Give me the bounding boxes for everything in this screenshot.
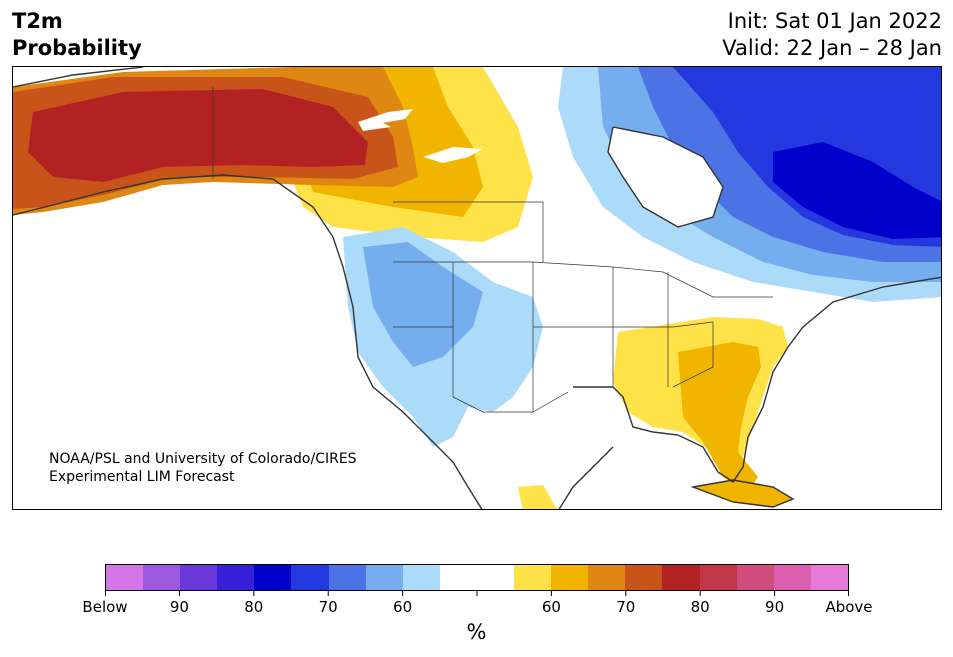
colorbar-cell-11	[514, 565, 552, 590]
hudson-bay	[608, 127, 723, 227]
colorbar-cell-8	[402, 565, 440, 590]
colorbar-cell-15	[662, 565, 700, 590]
colorbar-label-2: 80	[244, 598, 264, 616]
forecast-dates: Init: Sat 01 Jan 2022 Valid: 22 Jan – 28…	[722, 8, 942, 62]
colorbar-cell-4	[254, 565, 292, 590]
colorbar-cell-0	[106, 565, 144, 590]
colorbar-label-0: Below	[82, 598, 128, 616]
colorbar-cell-5	[291, 565, 329, 590]
colorbar-cell-1	[143, 565, 181, 590]
coastlines	[13, 67, 941, 509]
colorbar-label-8: 80	[690, 598, 710, 616]
colorbar-label-1: 90	[169, 598, 189, 616]
warm-red-north	[28, 89, 368, 182]
colorbar-unit: %	[466, 620, 487, 644]
colorbar-label-3: 70	[318, 598, 338, 616]
warm-yellow-mexico	[518, 485, 557, 509]
colorbar-cell-7	[365, 565, 403, 590]
political-borders	[212, 87, 773, 413]
title-line-2: Probability	[12, 36, 142, 60]
colorbar-label-4: 60	[393, 598, 413, 616]
colorbar-cell-13	[588, 565, 626, 590]
probability-map	[12, 66, 942, 510]
great-slave-lake	[423, 147, 483, 163]
colorbar-cell-16	[699, 565, 737, 590]
cold-darkest-east	[773, 142, 941, 239]
colorbar-cell-18	[773, 565, 811, 590]
map-title: T2m Probability	[12, 8, 142, 62]
colorbar-cell-17	[736, 565, 774, 590]
colorbar-cell-12	[551, 565, 589, 590]
colorbar-label-7: 70	[616, 598, 636, 616]
map-canvas	[13, 67, 941, 509]
colorbar-label-9: 90	[765, 598, 785, 616]
title-line-1: T2m	[12, 9, 63, 33]
colorbar-cell-6	[328, 565, 366, 590]
credit-line-1: NOAA/PSL and University of Colorado/CIRE…	[49, 451, 357, 467]
credit-line-2: Experimental LIM Forecast	[49, 469, 235, 485]
colorbar-cell-10	[476, 565, 515, 590]
colorbar-label-10: Above	[825, 598, 873, 616]
colorbar-cell-3	[217, 565, 255, 590]
colorbar-cell-19	[810, 565, 848, 590]
colorbar	[105, 564, 849, 591]
init-date: Init: Sat 01 Jan 2022	[727, 9, 942, 33]
colorbar-label-6: 60	[541, 598, 561, 616]
great-bear-lake	[358, 109, 413, 131]
credit-note: NOAA/PSL and University of Colorado/CIRE…	[49, 450, 357, 486]
colorbar-cell-9	[439, 565, 477, 590]
colorbar-cell-14	[625, 565, 663, 590]
warm-gold-southeast	[678, 342, 761, 492]
colorbar-labels: Below 90 80 70 60 60 70 80 90 Above	[82, 598, 872, 618]
colorbar-ticks	[105, 590, 849, 596]
valid-range: Valid: 22 Jan – 28 Jan	[722, 36, 942, 60]
colorbar-cell-2	[180, 565, 218, 590]
